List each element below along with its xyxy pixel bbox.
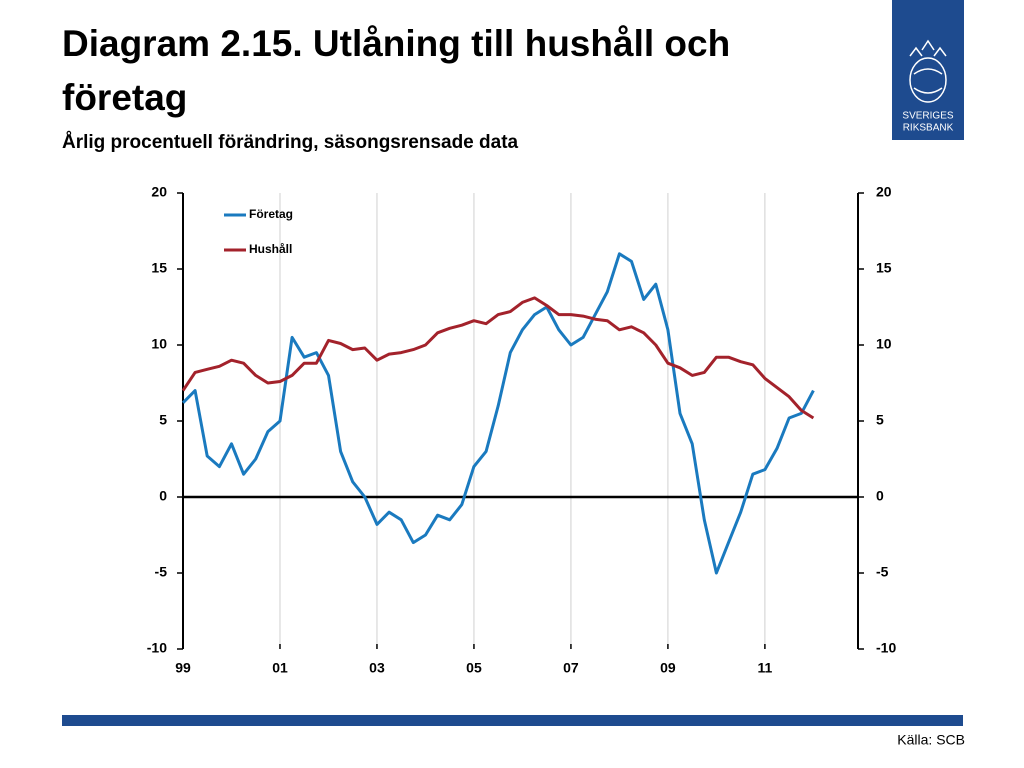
title-line-1: Diagram 2.15. Utlåning till hushåll och: [62, 23, 730, 64]
y2-tick-label: -10: [876, 640, 896, 656]
x-tick-label: 99: [175, 660, 191, 676]
y2-tick-label: 15: [876, 260, 892, 276]
x-tick-label: 07: [563, 660, 579, 676]
logo-emblem: [909, 39, 947, 103]
legend-label: Företag: [249, 207, 293, 221]
y2-tick-label: 0: [876, 488, 884, 504]
y-tick-label: -5: [155, 564, 168, 580]
y-tick-label: 15: [151, 260, 167, 276]
y-tick-label: -10: [147, 640, 167, 656]
title-line-2: företag: [62, 77, 187, 118]
source-note: Källa: SCB: [897, 732, 965, 748]
chart-subtitle: Årlig procentuell förändring, säsongsren…: [62, 132, 519, 153]
y2-tick-label: 10: [876, 336, 892, 352]
y2-tick-label: 20: [876, 184, 892, 200]
data-line: [181, 252, 815, 575]
x-tick-label: 11: [757, 660, 772, 676]
y2-tick-label: -5: [876, 564, 889, 580]
x-tick-label: 01: [272, 660, 288, 676]
x-tick-label: 03: [369, 660, 385, 676]
logo-text: RIKSBANK: [903, 123, 954, 134]
x-tick-label: 09: [660, 660, 676, 676]
y-tick-label: 0: [159, 488, 167, 504]
legend-label: Hushåll: [249, 242, 292, 256]
logo-text: SVERIGES: [902, 111, 953, 122]
y-tick-label: 5: [159, 412, 167, 428]
x-tick-label: 05: [466, 660, 482, 676]
y-tick-label: 10: [151, 336, 167, 352]
y2-tick-label: 5: [876, 412, 884, 428]
y-tick-label: 20: [151, 184, 167, 200]
footer-bar: [62, 715, 963, 726]
logo-box: [892, 0, 964, 140]
data-line: [181, 296, 815, 420]
